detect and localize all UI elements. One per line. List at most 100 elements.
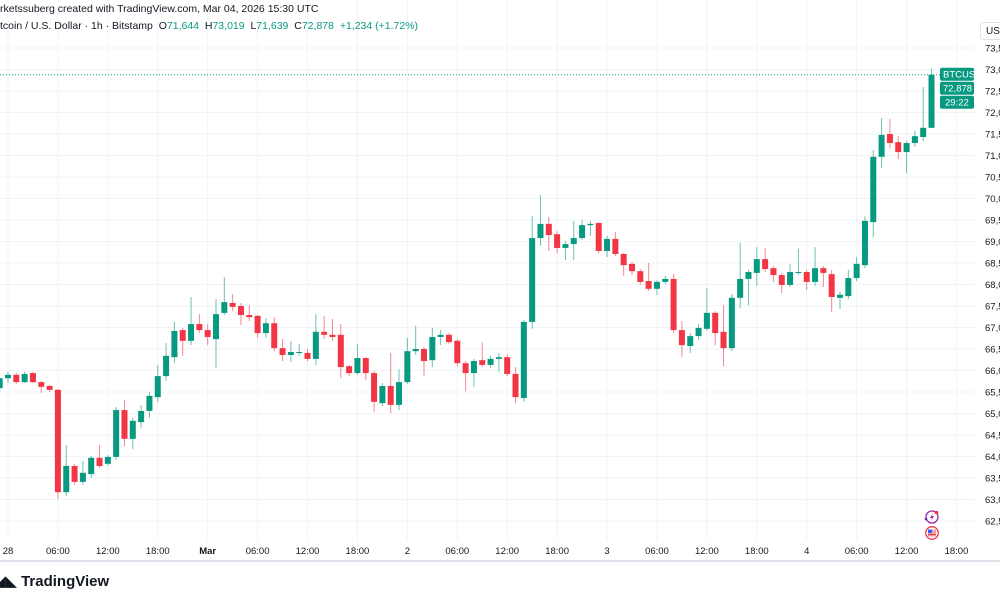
- candle: [113, 407, 120, 460]
- candle-body: [221, 302, 228, 313]
- candle: [878, 118, 885, 168]
- candle-body: [337, 334, 344, 368]
- candle: [537, 195, 544, 246]
- candle-body: [104, 456, 111, 464]
- candle-body: [853, 263, 860, 279]
- candle-body: [312, 331, 319, 359]
- price-tick-label: 69,500: [985, 216, 1000, 227]
- economic-event-icon[interactable]: [924, 510, 939, 524]
- candle: [146, 392, 153, 418]
- price-tick-label: 66,500: [985, 345, 1000, 356]
- bar-countdown-tag: [940, 95, 974, 109]
- candle-body: [703, 312, 710, 329]
- candle-body: [429, 336, 436, 361]
- candlestick-chart[interactable]: 62,500 63,000 63,500 64,000 64,500 65,000 65,5…: [0, 0, 1000, 561]
- candle-body: [204, 330, 211, 337]
- candle: [337, 324, 344, 379]
- candle: [13, 373, 20, 384]
- price-tick-label: 70,000: [985, 194, 1000, 205]
- candle: [803, 269, 810, 291]
- candle-body: [321, 331, 328, 335]
- candle-body: [5, 374, 11, 379]
- candle: [262, 318, 269, 338]
- close-value: 72,878: [301, 20, 334, 32]
- candle-body: [371, 373, 378, 402]
- price-axis[interactable]: 62,500 63,000 63,500 64,000 64,500 65,000 65,5…: [985, 44, 1000, 528]
- candle: [762, 247, 769, 273]
- candle: [470, 358, 477, 387]
- candle-body: [828, 274, 835, 297]
- time-tick-label: 18:00: [745, 546, 769, 557]
- grid: [0, 0, 975, 540]
- tradingview-logo[interactable]: ◢◣TradingView: [0, 572, 109, 590]
- candle-body: [63, 465, 70, 493]
- candle: [903, 140, 910, 174]
- symbol-description[interactable]: tcoin / U.S. Dollar · 1h · Bitstamp: [0, 20, 153, 32]
- candle: [720, 305, 727, 367]
- candle-body: [54, 389, 61, 493]
- candle: [104, 455, 111, 466]
- candle-body: [920, 127, 927, 138]
- price-tick-label: 67,000: [985, 323, 1000, 334]
- candle-body: [479, 360, 486, 365]
- time-tick-label: 18:00: [146, 546, 170, 557]
- candle: [213, 299, 219, 368]
- candle: [487, 355, 494, 368]
- candle: [271, 317, 278, 352]
- candle: [678, 321, 685, 358]
- price-tick-label: 64,000: [985, 452, 1000, 463]
- candle-body: [88, 457, 95, 475]
- candle-body: [213, 314, 219, 340]
- candle: [129, 417, 136, 450]
- candle-body: [545, 223, 552, 236]
- candle: [287, 340, 294, 362]
- candle-body: [737, 278, 744, 298]
- time-tick-label: 12:00: [895, 546, 919, 557]
- change-value: +1,234 (+1.72%): [339, 20, 419, 32]
- candle: [837, 291, 843, 310]
- candle: [604, 235, 611, 257]
- candle: [753, 247, 760, 286]
- footer: ◢◣TradingView: [0, 561, 1000, 601]
- candle-body: [121, 410, 128, 439]
- candle-body: [554, 234, 561, 248]
- candle: [812, 247, 819, 286]
- candle: [437, 330, 444, 346]
- price-tick-label: 65,500: [985, 388, 1000, 399]
- price-tick-label: 63,500: [985, 474, 1000, 485]
- candle-body: [587, 223, 594, 226]
- candle: [387, 352, 394, 414]
- candle: [179, 327, 186, 356]
- candle-body: [653, 281, 660, 289]
- candle-body: [246, 315, 253, 318]
- candle-body: [504, 357, 511, 374]
- low-value: 71,639: [256, 20, 289, 32]
- time-axis[interactable]: 28 06:00 12:00 18:00 Mar 06:00 12:00 18:00 2 06:0…: [3, 546, 969, 557]
- candle: [479, 342, 486, 368]
- price-tick-label: 73,500: [985, 44, 1000, 55]
- us-flag-icon[interactable]: [925, 526, 939, 540]
- candle: [421, 346, 427, 377]
- candle-body: [612, 238, 619, 254]
- candle-body: [421, 349, 427, 362]
- candle-body: [71, 465, 78, 482]
- candle: [629, 262, 635, 276]
- candle-body: [271, 323, 278, 349]
- candle-body: [188, 324, 195, 341]
- currency-button[interactable]: USD: [980, 22, 1000, 40]
- candle-body: [396, 382, 403, 405]
- tradingview-logo-icon: ◢◣: [0, 573, 18, 590]
- candle: [454, 339, 461, 367]
- time-tick-label: 3: [604, 546, 609, 557]
- price-tick-label: 67,500: [985, 302, 1000, 313]
- candle: [670, 274, 677, 334]
- candle-body: [179, 330, 186, 341]
- candle-body: [346, 366, 353, 374]
- candle: [79, 460, 86, 485]
- candle: [362, 357, 369, 380]
- time-tick-label: 12:00: [296, 546, 320, 557]
- candle: [63, 444, 70, 497]
- price-tick-label: 72,000: [985, 108, 1000, 119]
- time-tick-label: 2: [405, 546, 410, 557]
- candle: [404, 337, 411, 384]
